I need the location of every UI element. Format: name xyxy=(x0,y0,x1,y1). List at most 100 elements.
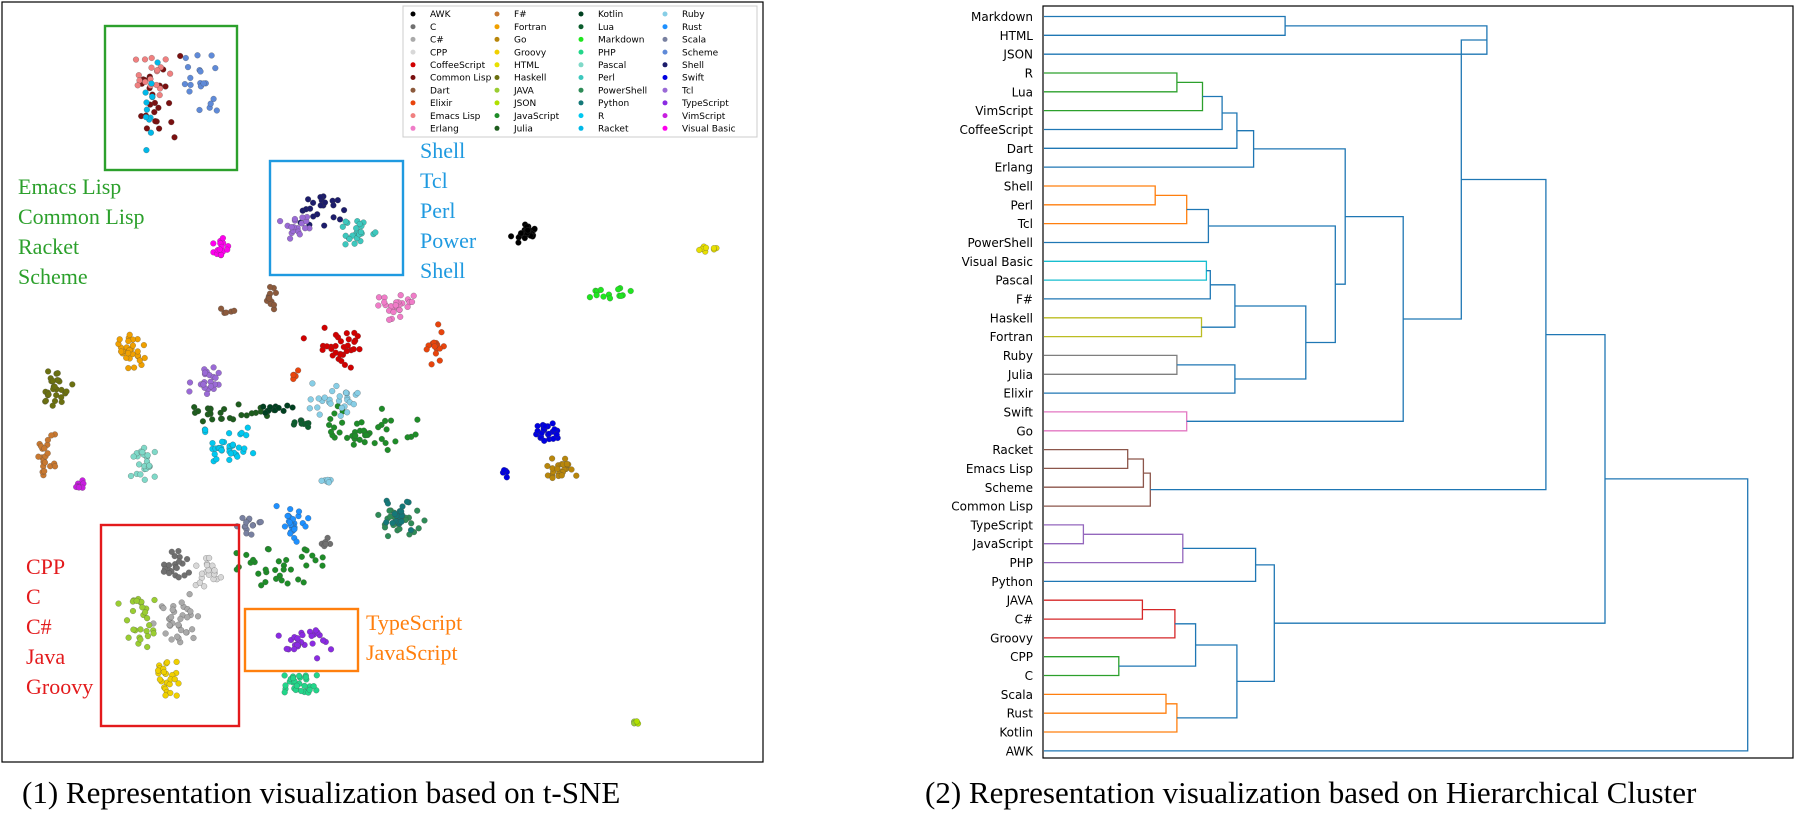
legend-marker xyxy=(662,125,668,131)
point-swift xyxy=(503,474,510,481)
point-groovy xyxy=(175,680,182,687)
point-scheme xyxy=(213,107,220,114)
legend-item-erlang: Erlang xyxy=(410,125,459,135)
point-javascript xyxy=(371,440,378,447)
point-javascript xyxy=(272,566,279,574)
point-c xyxy=(175,548,182,555)
series-dart xyxy=(218,283,279,316)
point-fortran xyxy=(136,357,143,364)
point-javascript xyxy=(250,556,257,563)
point-javascript xyxy=(295,576,302,583)
point-javascript xyxy=(319,554,326,561)
series-groovy xyxy=(155,658,182,699)
leaf-label-r: R xyxy=(1025,66,1033,80)
point-php xyxy=(310,683,317,690)
legend-label: CoffeeScript xyxy=(430,61,486,71)
series-scala xyxy=(234,514,264,538)
point-racket xyxy=(143,106,150,113)
point-typescript xyxy=(314,655,321,662)
point-elixir xyxy=(290,371,297,378)
point-fsharp xyxy=(35,453,42,460)
point-javascript xyxy=(309,552,316,559)
point-javascript xyxy=(243,551,250,558)
point-java xyxy=(137,626,144,633)
point-julia xyxy=(226,415,233,422)
point-ruby xyxy=(333,382,340,390)
point-julia xyxy=(207,409,214,416)
legend-item-lua: Lua xyxy=(578,23,614,33)
legend-marker xyxy=(662,100,668,106)
annotation-label: C xyxy=(26,584,41,609)
dendrogram-link xyxy=(1274,333,1606,624)
leaf-label-racket: Racket xyxy=(992,443,1033,457)
point-ruby xyxy=(337,412,344,419)
point-julia xyxy=(238,412,245,419)
legend-item-fsharp: F# xyxy=(494,10,527,20)
point-haskell xyxy=(49,402,56,409)
annotation-label: TypeScript xyxy=(366,610,462,635)
point-powershell xyxy=(421,517,428,524)
point-cpp xyxy=(211,567,218,574)
legend-item-kotlin: Kotlin xyxy=(578,10,623,20)
point-perl xyxy=(372,229,379,236)
point-php xyxy=(313,672,320,679)
point-erlang xyxy=(404,303,411,310)
point-python xyxy=(399,503,406,510)
point-javascript xyxy=(344,434,351,441)
point-r xyxy=(244,424,251,431)
shell-cluster-box xyxy=(268,159,405,277)
legend-label: Shell xyxy=(682,61,704,71)
point-groovy xyxy=(171,676,178,683)
point-swift xyxy=(541,437,548,444)
point-coffeescript xyxy=(337,351,344,358)
point-javascript xyxy=(327,428,335,435)
point-scheme xyxy=(207,100,214,107)
point-csharp xyxy=(174,633,181,640)
leaf-label-shell: Shell xyxy=(1004,179,1033,193)
point-markdown xyxy=(586,294,593,301)
point-shell xyxy=(310,199,317,206)
point-php xyxy=(281,689,288,696)
series-swift xyxy=(499,420,561,481)
point-ruby xyxy=(314,404,321,411)
point-tcl xyxy=(186,388,193,395)
point-typescript xyxy=(320,637,327,644)
point-typescript xyxy=(291,646,298,653)
point-javascript xyxy=(303,562,310,569)
point-perl xyxy=(346,235,353,243)
legend-marker xyxy=(578,62,584,68)
series-tcl xyxy=(186,213,313,397)
tsne-panel: Emacs Lisp Common Lisp Racket Scheme Shell Tc… xyxy=(1,1,764,763)
point-haskell xyxy=(63,388,70,395)
point-powershell xyxy=(414,507,421,514)
legend-label: JAVA xyxy=(513,86,535,96)
series-fsharp xyxy=(35,431,59,479)
point-php xyxy=(282,682,289,689)
point-markdown xyxy=(615,286,622,293)
legend-item-php: PHP xyxy=(578,48,616,58)
series-julia xyxy=(191,401,278,425)
legend-marker xyxy=(494,24,500,30)
point-common-lisp xyxy=(171,134,178,141)
point-javascript xyxy=(358,419,365,426)
legend-item-swift: Swift xyxy=(662,74,705,84)
legend-label: C xyxy=(430,23,436,33)
series-racket xyxy=(142,59,161,154)
annotation-label: Tcl xyxy=(420,168,448,193)
point-markdown xyxy=(627,287,634,295)
point-kotlin xyxy=(275,404,282,411)
point-julia xyxy=(199,418,206,425)
legend-item-tcl: Tcl xyxy=(662,86,693,96)
dendrogram-link xyxy=(1044,411,1188,432)
point-shell xyxy=(310,213,317,220)
dendrogram-link xyxy=(1044,317,1203,338)
dendrogram-link xyxy=(1044,25,1488,55)
point-coffeescript xyxy=(356,346,363,353)
point-swift xyxy=(541,423,548,430)
c-family-cluster-box xyxy=(99,523,241,728)
dendrogram-link xyxy=(1044,185,1156,206)
point-coffeescript xyxy=(332,342,339,350)
point-json xyxy=(633,718,640,725)
annotation-label: Common Lisp xyxy=(18,204,145,229)
point-javascript xyxy=(258,582,265,589)
